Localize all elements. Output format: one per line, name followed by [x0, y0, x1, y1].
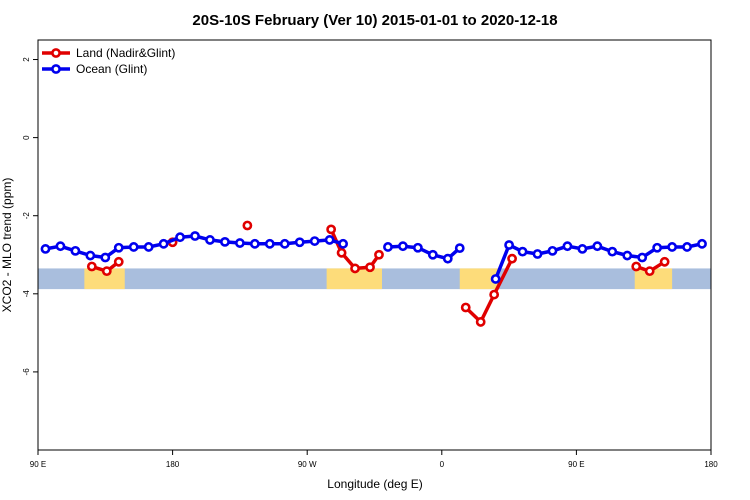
y-tick-label: -2 — [22, 212, 31, 220]
legend-marker — [51, 48, 61, 58]
data-point — [220, 236, 230, 247]
x-axis-label: Longitude (deg E) — [327, 477, 422, 491]
data-point — [454, 243, 465, 254]
data-point — [475, 317, 486, 327]
data-point — [442, 253, 453, 264]
data-point — [324, 235, 335, 245]
data-point — [336, 247, 347, 258]
data-point — [490, 274, 501, 284]
legend-item: Ocean (Glint) — [42, 62, 147, 76]
data-point — [338, 238, 348, 249]
data-point — [264, 238, 275, 249]
legend-marker — [51, 64, 61, 74]
data-point — [577, 244, 588, 254]
land-ocean-mask — [38, 268, 711, 290]
y-tick-label: 0 — [22, 135, 31, 140]
x-axis: 90 E 180 90 W 0 90 E 180 — [30, 450, 718, 469]
y-tick-label: -6 — [22, 368, 31, 376]
series-line — [464, 257, 514, 324]
data-point — [190, 231, 200, 241]
data-point — [326, 224, 337, 235]
data-point — [113, 256, 124, 267]
data-point — [427, 249, 438, 260]
data-point — [175, 232, 185, 243]
data-point — [242, 220, 253, 231]
data-point — [562, 241, 573, 252]
data-point — [85, 250, 96, 261]
legend-label: Land (Nadir&Glint) — [76, 46, 175, 60]
x-tick-label: 180 — [166, 460, 180, 469]
land-mask-region — [634, 268, 673, 290]
data-point — [489, 289, 500, 300]
data-point — [682, 242, 692, 252]
y-tick-label: -4 — [22, 290, 31, 298]
data-point — [507, 253, 517, 264]
y-axis: 2 0 -2 -4 -6 — [22, 57, 38, 376]
ocean-series — [40, 231, 707, 284]
data-point — [205, 235, 215, 245]
land-mask-region — [84, 268, 125, 290]
data-point — [383, 242, 393, 252]
x-tick-label: 180 — [704, 460, 718, 469]
land-mask-region — [459, 268, 499, 290]
data-point — [667, 242, 678, 252]
data-point — [659, 256, 670, 267]
data-point — [398, 241, 408, 252]
chart-title: 20S-10S February (Ver 10) 2015-01-01 to … — [192, 12, 557, 29]
data-point — [374, 249, 384, 260]
data-point — [622, 250, 633, 261]
data-point — [460, 302, 471, 313]
data-point — [644, 266, 655, 277]
data-point — [55, 241, 66, 252]
data-point — [517, 246, 528, 257]
data-point — [532, 249, 543, 259]
data-point — [631, 261, 642, 272]
data-point — [86, 261, 97, 272]
data-point — [592, 241, 603, 252]
data-point — [234, 238, 245, 248]
data-point — [350, 263, 360, 274]
data-point — [279, 238, 290, 249]
data-point — [143, 242, 154, 252]
x-tick-label: 90 W — [298, 460, 317, 469]
data-point — [249, 238, 260, 249]
data-point — [504, 240, 514, 250]
land-mask-region — [326, 268, 382, 290]
data-point — [158, 238, 169, 249]
data-point — [365, 262, 375, 273]
data-point — [412, 242, 423, 253]
y-axis-label: XCO2 - MLO trend (ppm) — [0, 178, 14, 313]
legend-label: Ocean (Glint) — [76, 62, 147, 76]
data-point — [697, 238, 707, 249]
y-tick-label: 2 — [22, 57, 31, 62]
data-point — [128, 242, 139, 252]
series-layer — [40, 220, 707, 327]
data-point — [40, 244, 51, 254]
data-point — [294, 237, 305, 248]
data-point — [607, 246, 618, 257]
land-series — [86, 220, 670, 327]
x-tick-label: 0 — [440, 460, 445, 469]
data-point — [309, 236, 320, 246]
data-point — [100, 252, 111, 263]
legend-item: Land (Nadir&Glint) — [42, 46, 175, 60]
data-point — [70, 245, 81, 256]
data-point — [547, 245, 558, 256]
data-point — [113, 242, 124, 253]
x-tick-label: 90 E — [30, 460, 46, 469]
x-tick-label: 90 E — [568, 460, 584, 469]
plot-frame — [37, 39, 712, 451]
data-point — [637, 252, 648, 263]
data-point — [652, 242, 663, 253]
data-point — [101, 266, 112, 277]
legend: Land (Nadir&Glint) Ocean (Glint) — [42, 46, 175, 76]
